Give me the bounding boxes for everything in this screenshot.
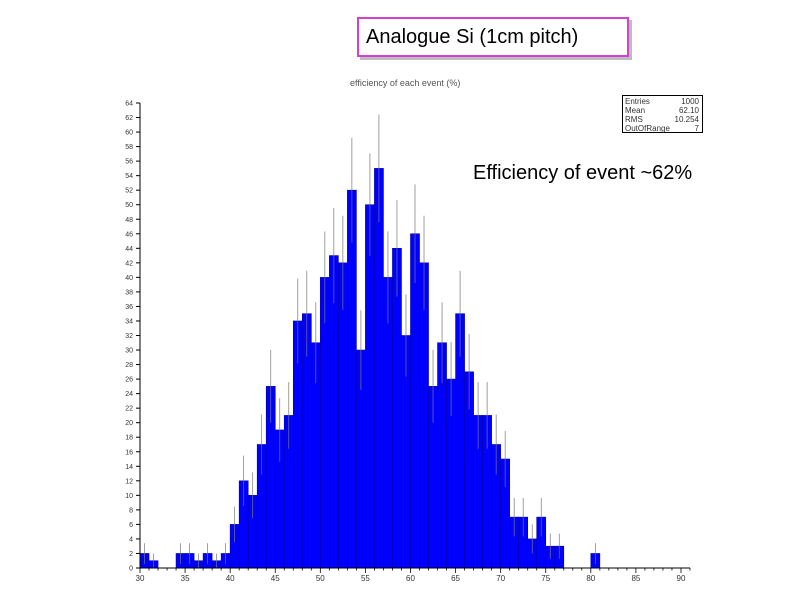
y-tick-label: 22: [125, 406, 133, 413]
y-tick-label: 58: [125, 144, 133, 151]
y-tick-label: 34: [125, 318, 133, 325]
y-tick-label: 12: [125, 478, 133, 485]
y-tick-label: 8: [129, 507, 133, 514]
histogram-bar: [347, 189, 357, 569]
stat-value: 62.10: [678, 106, 699, 115]
stat-label: Mean: [625, 106, 646, 115]
y-tick-label: 38: [125, 289, 133, 296]
y-tick-label: 2: [129, 551, 133, 558]
x-tick-label: 40: [226, 574, 235, 583]
slide-title: Analogue Si (1cm pitch): [366, 26, 579, 48]
y-tick-label: 32: [125, 333, 133, 340]
histogram-title: efficiency of each event (%): [350, 78, 461, 88]
stat-row-entries: Entries 1000: [625, 97, 699, 106]
y-tick-label: 56: [125, 159, 133, 166]
y-tick-label: 6: [129, 522, 133, 529]
y-tick-label: 52: [125, 188, 133, 195]
y-tick-label: 14: [125, 464, 133, 471]
y-tick-label: 24: [125, 391, 133, 398]
histogram-bar: [410, 233, 420, 569]
y-tick-label: 20: [125, 420, 133, 427]
y-tick-label: 48: [125, 217, 133, 224]
y-tick-label: 46: [125, 231, 133, 238]
y-tick-label: 36: [125, 304, 133, 311]
x-tick-label: 50: [316, 574, 325, 583]
x-tick-label: 90: [677, 574, 686, 583]
y-tick-label: 44: [125, 246, 133, 253]
histogram-bar: [374, 168, 384, 569]
stat-row-outofrange: OutOfRange 7: [625, 124, 699, 133]
y-tick-label: 0: [129, 566, 133, 573]
x-tick-label: 75: [541, 574, 550, 583]
x-tick-label: 80: [586, 574, 595, 583]
y-tick-label: 42: [125, 260, 133, 267]
histogram-bar: [365, 204, 375, 569]
y-tick-label: 54: [125, 173, 133, 180]
y-tick-label: 4: [129, 536, 133, 543]
y-tick-label: 16: [125, 449, 133, 456]
stat-label: Entries: [625, 97, 650, 106]
y-tick-label: 60: [125, 130, 133, 137]
y-tick-label: 18: [125, 435, 133, 442]
stat-row-mean: Mean 62.10: [625, 106, 699, 115]
y-tick-label: 64: [125, 101, 133, 108]
efficiency-annotation: Efficiency of event ~62%: [473, 162, 693, 184]
stat-row-rms: RMS 10.254: [625, 115, 699, 124]
y-tick-label: 28: [125, 362, 133, 369]
y-tick-label: 10: [125, 493, 133, 500]
stat-label: RMS: [625, 115, 643, 124]
x-tick-label: 70: [496, 574, 505, 583]
y-tick-label: 30: [125, 348, 133, 355]
x-tick-label: 65: [451, 574, 460, 583]
x-tick-label: 60: [406, 574, 415, 583]
stat-label: OutOfRange: [625, 124, 670, 133]
x-tick-label: 85: [631, 574, 640, 583]
y-tick-label: 50: [125, 202, 133, 209]
y-tick-label: 40: [125, 275, 133, 282]
stat-value: 10.254: [674, 115, 699, 124]
x-tick-label: 35: [181, 574, 190, 583]
y-tick-label: 26: [125, 377, 133, 384]
stats-box: Entries 1000 Mean 62.10 RMS 10.254 OutOf…: [622, 95, 703, 133]
stat-value: 1000: [681, 97, 699, 106]
y-tick-label: 62: [125, 115, 133, 122]
stat-value: 7: [694, 124, 699, 133]
slide-title-box: [357, 17, 629, 57]
x-tick-label: 30: [136, 574, 145, 583]
x-tick-label: 45: [271, 574, 280, 583]
x-tick-label: 55: [361, 574, 370, 583]
